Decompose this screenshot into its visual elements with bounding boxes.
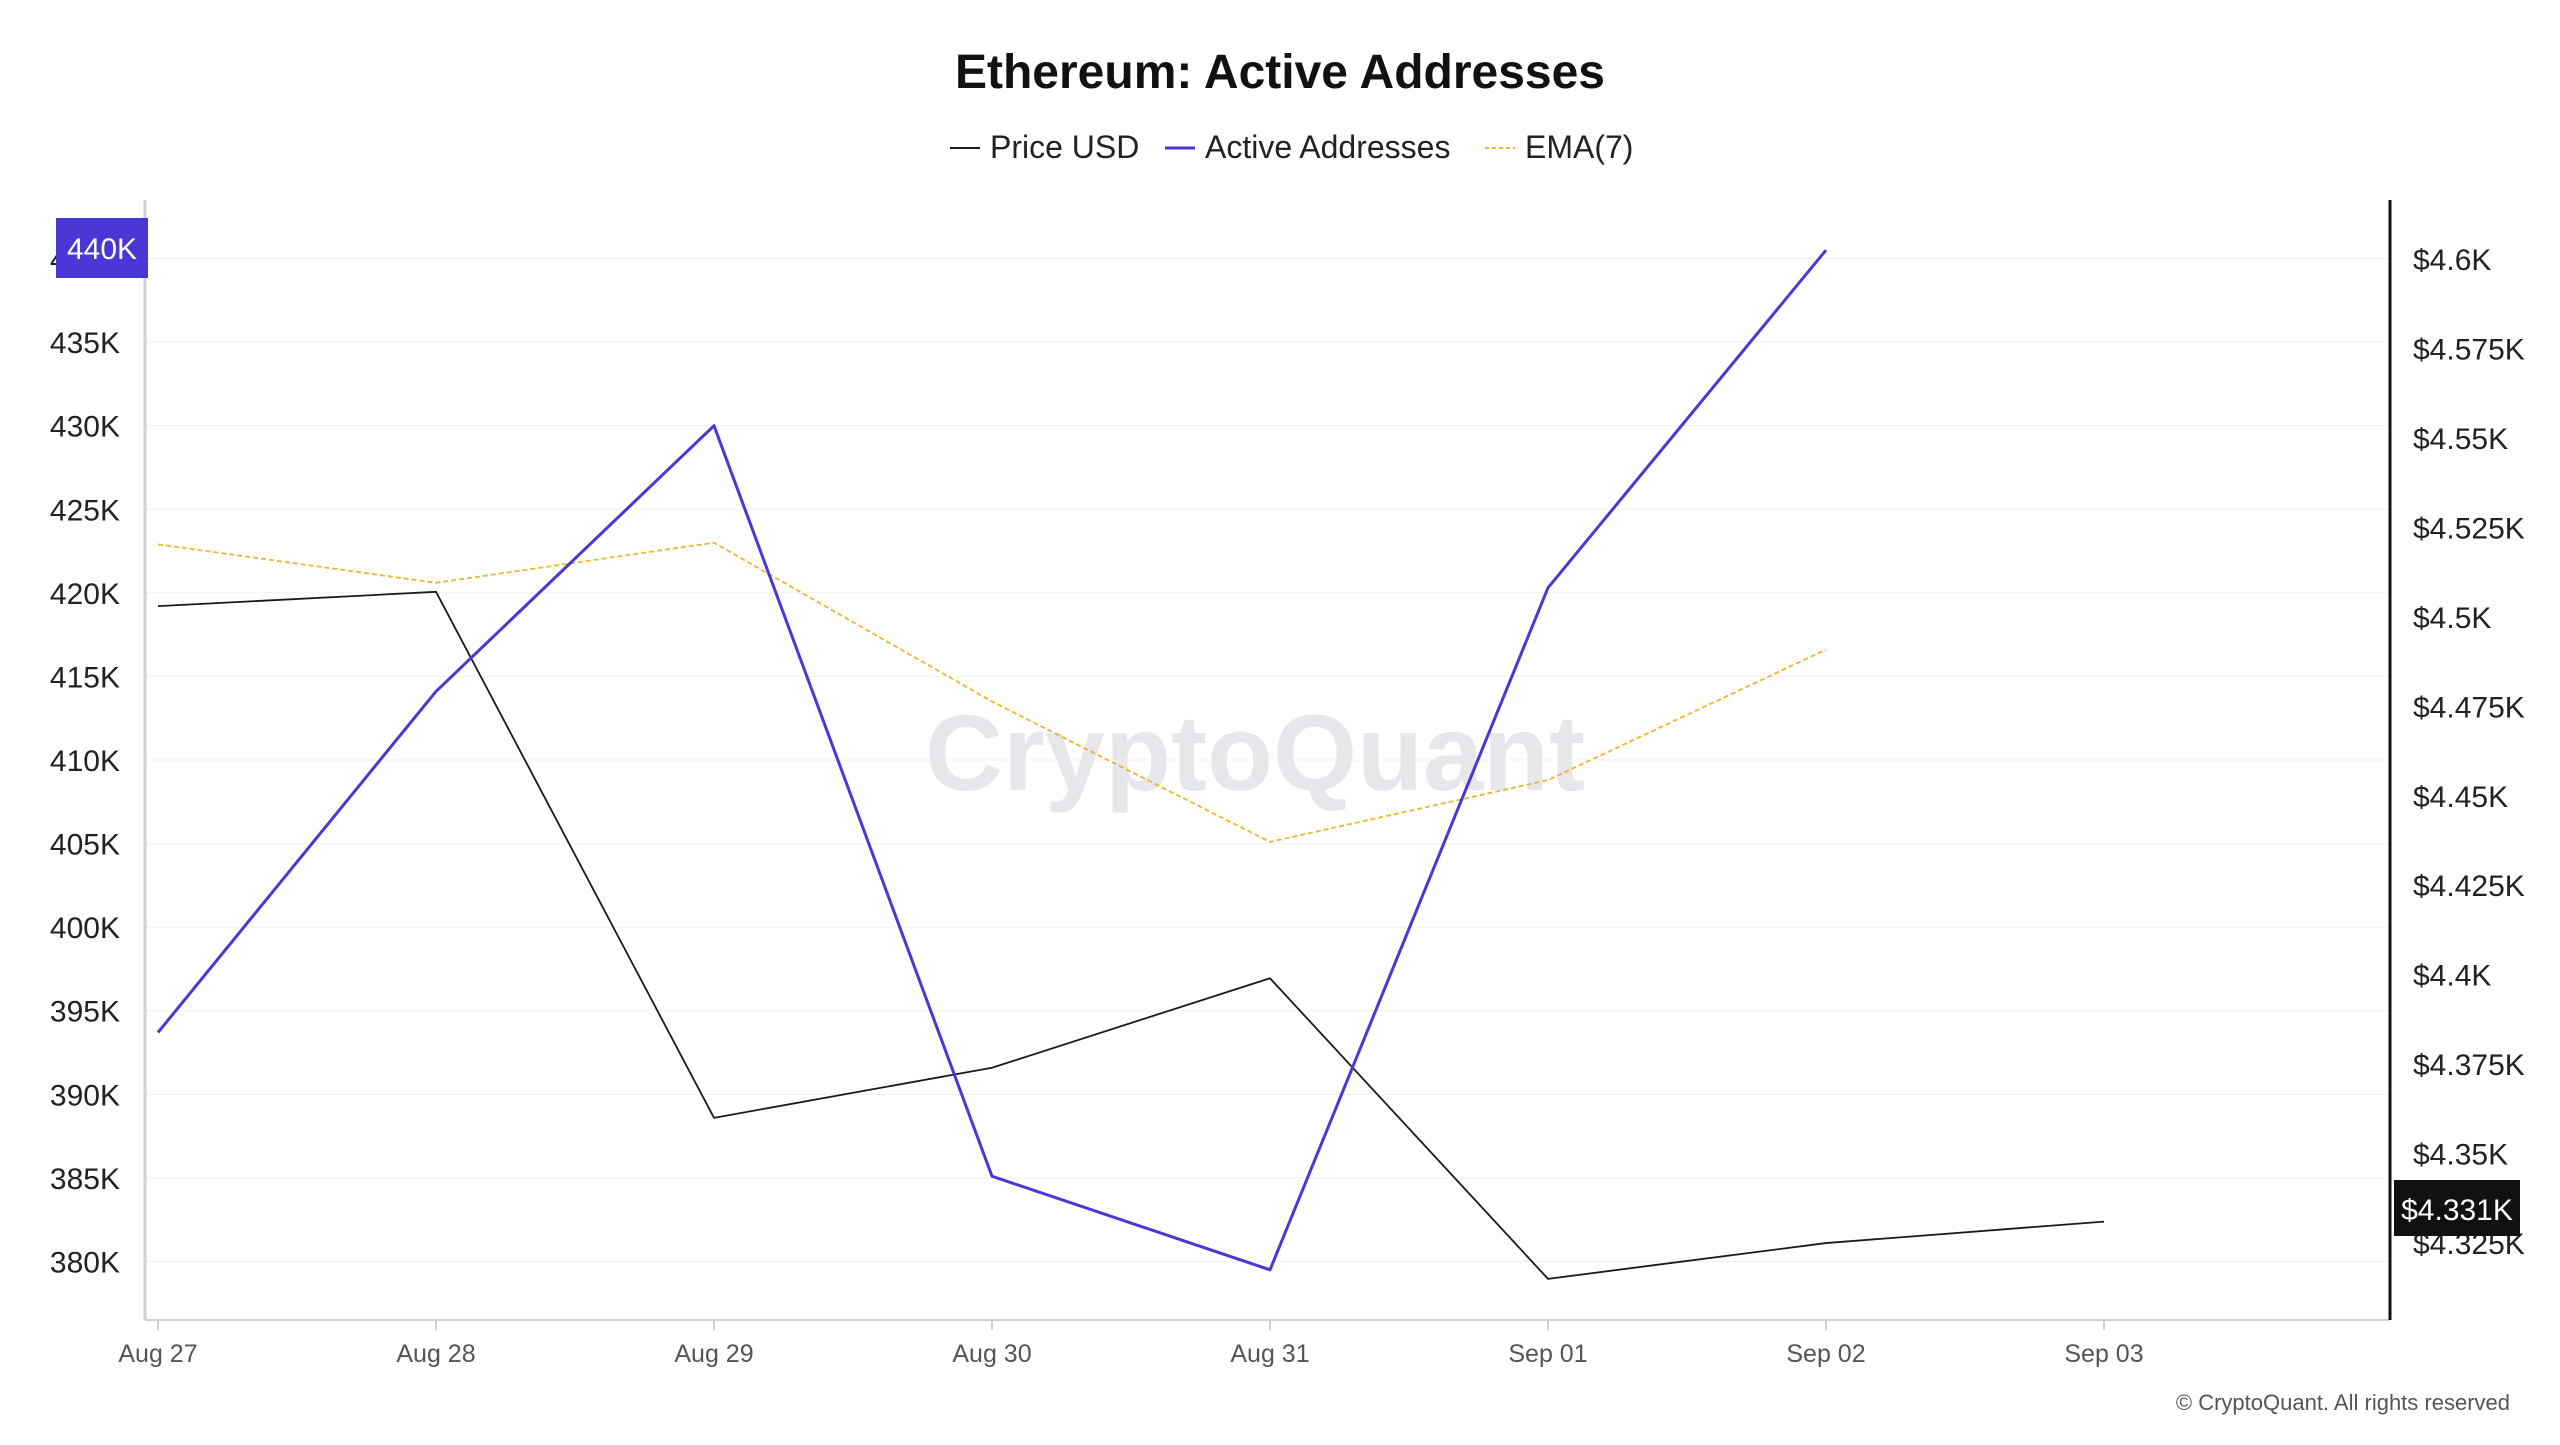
y-right-tick-label: $4.45K	[2413, 781, 2508, 814]
y-right-tick-label: $4.6K	[2413, 244, 2491, 277]
x-tick-label: Sep 03	[2064, 1340, 2143, 1368]
y-right-tick-label: $4.35K	[2413, 1139, 2508, 1172]
left-axis-badge-label: 440K	[67, 233, 137, 266]
y-left-tick-label: 395K	[50, 996, 120, 1029]
y-right-tick-label: $4.55K	[2413, 423, 2508, 456]
y-left-tick-label: 430K	[50, 411, 120, 444]
grid-layer	[145, 259, 2390, 1262]
y-left-tick-label: 405K	[50, 829, 120, 862]
legend-item-active-addresses[interactable]: Active Addresses	[1165, 129, 1450, 165]
x-tick-label: Sep 02	[1786, 1340, 1865, 1368]
x-tick-label: Aug 31	[1230, 1340, 1309, 1368]
left-axis-badge: 440K	[56, 218, 148, 278]
y-left-tick-label: 380K	[50, 1246, 120, 1279]
y-right-tick-label: $4.4K	[2413, 960, 2491, 993]
y-left-tick-label: 410K	[50, 745, 120, 778]
y-right-tick-label: $4.5K	[2413, 602, 2491, 635]
x-tick-label: Aug 28	[396, 1340, 475, 1368]
right-axis-badge-label: $4.331K	[2401, 1194, 2513, 1227]
legend-label-active-addresses: Active Addresses	[1205, 129, 1450, 165]
y-left-tick-label: 390K	[50, 1079, 120, 1112]
y-left-tick-label: 435K	[50, 327, 120, 360]
y-right-tick-label: $4.375K	[2413, 1049, 2525, 1082]
y-left-tick-label: 385K	[50, 1163, 120, 1196]
y-left-tick-label: 420K	[50, 578, 120, 611]
y-left-tick-label: 425K	[50, 494, 120, 527]
legend-item-ema[interactable]: EMA(7)	[1485, 129, 1633, 165]
legend-item-price[interactable]: Price USD	[950, 129, 1139, 165]
y-right-tick-label: $4.525K	[2413, 512, 2525, 545]
y-right-tick-label: $4.425K	[2413, 870, 2525, 903]
x-tick-label: Aug 30	[952, 1340, 1031, 1368]
right-axis-badge: $4.331K	[2394, 1180, 2520, 1236]
legend[interactable]: Price USD Active Addresses EMA(7)	[950, 129, 1633, 165]
copyright: © CryptoQuant. All rights reserved	[2176, 1390, 2510, 1415]
watermark: CryptoQuant	[925, 692, 1585, 813]
y-right-tick-label: $4.575K	[2413, 333, 2525, 366]
legend-label-ema: EMA(7)	[1525, 129, 1633, 165]
x-tick-label: Aug 29	[674, 1340, 753, 1368]
x-tick-label: Sep 01	[1508, 1340, 1587, 1368]
chart-title: Ethereum: Active Addresses	[955, 46, 1605, 99]
y-left-tick-label: 400K	[50, 912, 120, 945]
x-tick-label: Aug 27	[118, 1340, 197, 1368]
y-right-tick-label: $4.475K	[2413, 691, 2525, 724]
legend-label-price: Price USD	[990, 129, 1139, 165]
y-left-tick-label: 415K	[50, 661, 120, 694]
